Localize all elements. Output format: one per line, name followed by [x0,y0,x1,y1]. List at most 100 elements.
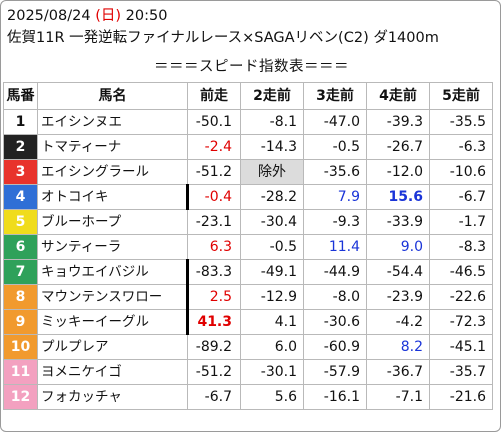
speed-index-cell: -46.5 [429,259,493,285]
speed-index-value: -1.7 [458,214,486,230]
speed-index-cell: -30.4 [240,209,304,235]
speed-index-value: -49.1 [260,264,297,280]
horse-name: ミッキーイーグル [37,309,188,335]
speed-index-cell: -0.5 [303,134,367,160]
speed-index-cell: -0.5 [240,234,304,260]
horse-name: サンティーラ [37,234,188,260]
speed-index-value: -36.7 [386,364,423,380]
horse-number: 1 [3,109,38,135]
table-row: 4 オトコイキ -0.4 -28.2 7.9 15.6 -6.7 [3,184,493,210]
speed-index-value: 8.2 [400,339,423,355]
speed-index-value: 6.0 [274,339,297,355]
horse-number: 2 [3,134,38,160]
speed-index-value: -47.0 [323,114,360,130]
speed-index-cell: -8.3 [429,234,493,260]
speed-index-cell: -60.9 [303,334,367,360]
horse-number: 7 [3,259,38,285]
speed-index-cell: -7.1 [366,384,430,410]
speed-index-value: -12.9 [260,289,297,305]
speed-index-cell: -23.9 [366,284,430,310]
speed-index-cell: -47.0 [303,109,367,135]
horse-name: エイシンヌエ [37,109,188,135]
speed-index-cell: -51.2 [187,359,241,385]
speed-index-cell: -30.6 [303,309,367,335]
col-header-name: 馬名 [37,82,188,110]
horse-number: 10 [3,334,38,360]
horse-number: 12 [3,384,38,410]
table-subtitle: ＝＝＝スピード指数表＝＝＝ [154,59,349,75]
speed-index-value: -26.7 [386,139,423,155]
speed-index-cell: -21.6 [429,384,493,410]
speed-index-cell: -49.1 [240,259,304,285]
horse-name: マウンテンスワロー [37,284,188,310]
speed-index-cell: -8.1 [240,109,304,135]
speed-index-cell: -1.7 [429,209,493,235]
horse-name: フォカッチャ [37,384,188,410]
race-title: 佐賀11R 一発逆転ファイナルレース×SAGAリベン(C2) ダ1400m [7,30,439,46]
table-row: 3 エイシングラール -51.2 除外 -35.6 -12.0 -10.6 [3,159,493,185]
speed-index-value: 41.3 [197,314,232,330]
speed-index-value: -35.6 [323,164,360,180]
speed-index-cell: 15.6 [366,184,430,210]
speed-index-value: 2.5 [209,289,232,305]
speed-index-cell: -35.7 [429,359,493,385]
speed-index-cell: -44.9 [303,259,367,285]
table-row: 2 トマティーナ -2.4 -14.3 -0.5 -26.7 -6.3 [3,134,493,160]
table-row: 5 ブルーホープ -23.1 -30.4 -9.3 -33.9 -1.7 [3,209,493,235]
speed-index-cell: -51.2 [187,159,241,185]
speed-index-cell: -8.0 [303,284,367,310]
speed-index-cell: -72.3 [429,309,493,335]
speed-index-value: -23.1 [195,214,232,230]
speed-index-value: 9.0 [400,239,423,255]
speed-index-cell: -89.2 [187,334,241,360]
speed-index-cell: -12.0 [366,159,430,185]
speed-index-cell: 6.0 [240,334,304,360]
speed-index-cell: 8.2 [366,334,430,360]
horse-name: ヨメニケイゴ [37,359,188,385]
speed-index-cell: -9.3 [303,209,367,235]
speed-index-cell: 除外 [240,159,304,185]
speed-index-value: -51.2 [195,364,232,380]
speed-index-cell: 5.6 [240,384,304,410]
speed-index-value: -6.7 [458,189,486,205]
speed-index-value: -6.7 [204,389,232,405]
speed-index-value: -4.2 [395,314,423,330]
speed-index-value: -51.2 [195,164,232,180]
speed-index-cell: -12.9 [240,284,304,310]
horse-name: キョウエイバジル [37,259,188,285]
horse-name: ブルーホープ [37,209,188,235]
speed-index-cell: -6.7 [187,384,241,410]
speed-index-value: -0.5 [332,139,360,155]
speed-index-cell: 6.3 [187,234,241,260]
speed-index-value: -57.9 [323,364,360,380]
speed-index-value: -8.1 [269,114,297,130]
speed-index-value: -12.0 [386,164,423,180]
speed-index-value: -0.4 [204,189,232,205]
speed-index-value: -8.0 [332,289,360,305]
col-header-2back: 2走前 [240,82,304,110]
speed-index-cell: -22.6 [429,284,493,310]
speed-index-value: -8.3 [458,239,486,255]
speed-index-value: -35.5 [449,114,486,130]
speed-index-value: 5.6 [274,389,297,405]
speed-index-value: 6.3 [209,239,232,255]
speed-index-cell: -26.7 [366,134,430,160]
speed-index-value: -28.2 [260,189,297,205]
speed-index-value: -30.6 [323,314,360,330]
speed-index-value: -7.1 [395,389,423,405]
speed-index-value: 15.6 [388,189,423,205]
speed-index-table: 馬番 馬名 前走 2走前 3走前 4走前 5走前 1 エイシンヌエ -50.1 -8.… [3,82,493,410]
speed-index-value: -23.9 [386,289,423,305]
horse-number: 4 [3,184,38,210]
speed-index-cell: -23.1 [187,209,241,235]
speed-index-cell: -45.1 [429,334,493,360]
speed-index-value: -2.4 [204,139,232,155]
speed-index-value: -45.1 [449,339,486,355]
speed-index-value: -30.4 [260,214,297,230]
speed-index-cell: -28.2 [240,184,304,210]
date: 2025/08/24 [7,8,91,24]
speed-index-value: -6.3 [458,139,486,155]
speed-index-value: -89.2 [195,339,232,355]
speed-index-value: -21.6 [449,389,486,405]
table-row: 10 プルプレア -89.2 6.0 -60.9 8.2 -45.1 [3,334,493,360]
